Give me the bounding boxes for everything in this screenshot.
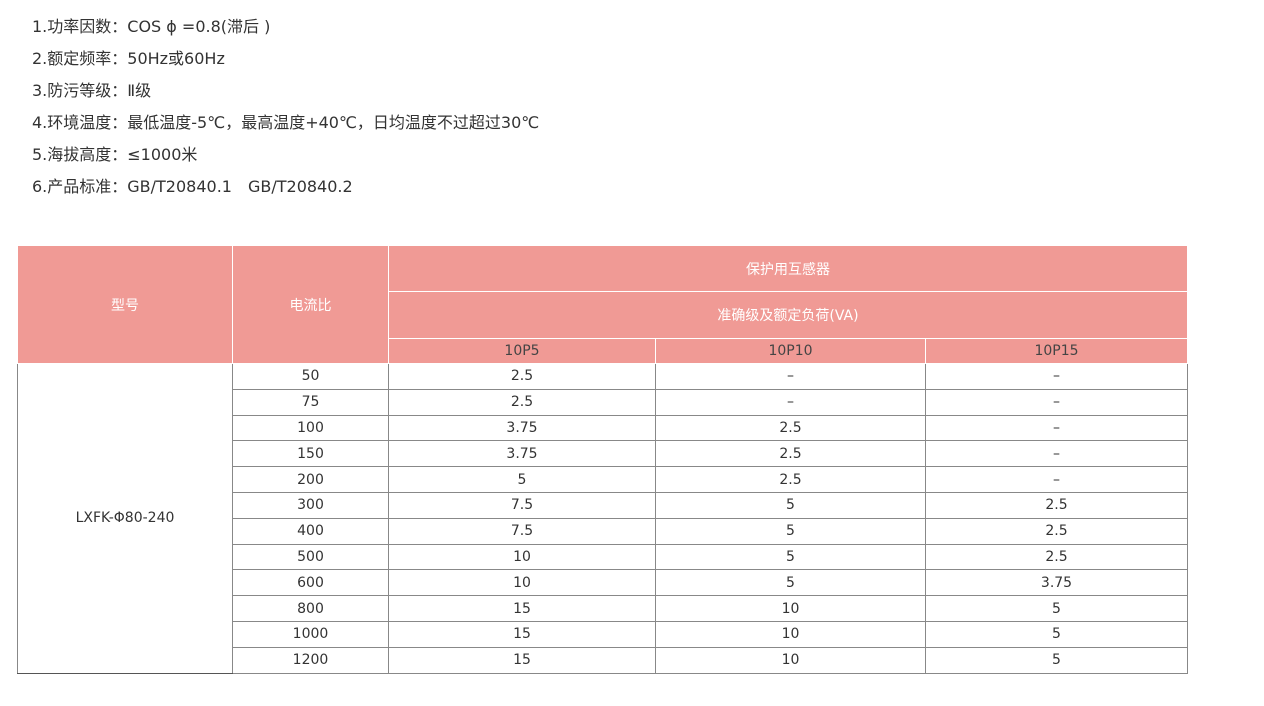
table-row: LXFK-Φ80-240 50 2.5– – [17,363,1189,674]
spec-pollution-level: 3.防污等级：Ⅱ级 [32,81,152,100]
table-row: 100 3.75 2.5– [18,414,1189,442]
ratio-cell: 50 [232,363,389,390]
load-cell: 3.75 [388,414,656,442]
load-cell: 5 [655,491,926,519]
load-cell: 3.75 [388,440,656,468]
load-cell: 15 [388,620,656,648]
model-header: 型号 [17,245,233,364]
ratio-cell: 1000 [232,620,389,648]
load-cell: 10 [388,569,656,597]
load-cell: 10 [655,620,926,648]
ratio-cell: 100 [232,414,389,442]
spec-power-factor: 1.功率因数：COS ϕ =0.8(滞后 ) [32,17,271,36]
load-cell: 7.5 [388,491,656,519]
load-cell: 10 [655,595,926,622]
load-cell: 15 [388,646,656,674]
load-cell: 2.5 [388,388,656,416]
load-cell: – [924,414,1189,442]
ratio-cell: 800 [232,595,389,622]
class-header: 10P15 [924,338,1189,364]
load-cell: 10 [388,543,656,571]
load-cell: 5 [388,466,656,493]
load-cell: 2.5 [655,440,926,468]
ratio-cell: 1200 [232,646,389,674]
ratio-cell: 200 [232,466,389,493]
table-row: 1000 15 10 5 [18,620,1189,648]
ratio-header: 电流比 [232,245,389,364]
table-row: 1200 15 10 5 [18,646,1189,674]
ratio-cell: 150 [232,440,389,468]
spec-frequency: 2.额定频率：50Hz或60Hz [32,49,225,68]
ratio-cell: 300 [232,491,389,519]
load-cell: 2.5 [655,414,926,442]
ratio-cell: 400 [232,517,389,545]
class-header: 10P5 [388,338,656,364]
load-cell: – [924,363,1189,390]
load-cell: – [924,440,1189,468]
ratio-cell: 600 [232,569,389,597]
spec-temperature: 4.环境温度：最低温度-5℃，最高温度+40℃，日均温度不过超过30℃ [32,113,540,132]
model-cell: LXFK-Φ80-240 [17,363,233,674]
ratio-cell: 500 [232,543,389,571]
table-row: 500 10 5 2.5 [18,543,1189,571]
load-cell: 10 [655,646,926,674]
load-cell: – [655,363,926,390]
load-cell: 2.5 [924,517,1189,545]
load-cell: – [924,466,1189,493]
load-cell: 7.5 [388,517,656,545]
load-cell: – [655,388,926,416]
load-cell: 15 [388,595,656,622]
load-cell: 2.5 [924,543,1189,571]
load-cell: 5 [655,517,926,545]
load-cell: – [924,388,1189,416]
class-header: 10P10 [655,338,926,364]
load-cell: 2.5 [388,363,656,390]
load-cell: 5 [924,646,1189,674]
load-cell: 5 [924,595,1189,622]
load-cell: 2.5 [924,491,1189,519]
spec-list: 1.功率因数：COS ϕ =0.8(滞后 ) 2.额定频率：50Hz或60Hz … [32,15,539,207]
spec-table: 型号 电流比 保护用互感器 准确级及额定负荷(VA) 10P5 10P10 10… [17,245,1189,674]
spec-altitude: 5.海拔高度：≤1000米 [32,145,198,164]
load-cell: 2.5 [655,466,926,493]
load-cell: 3.75 [924,569,1189,597]
load-cell: 5 [655,569,926,597]
table-row: 600 10 5 3.75 [18,569,1189,597]
load-cell: 5 [655,543,926,571]
load-cell: 5 [924,620,1189,648]
subgroup-header: 准确级及额定负荷(VA) [387,291,1189,339]
group-header: 保护用互感器 [387,245,1189,292]
ratio-cell: 75 [232,388,389,416]
spec-standard: 6.产品标准：GB/T20840.1 GB/T20840.2 [32,177,353,196]
